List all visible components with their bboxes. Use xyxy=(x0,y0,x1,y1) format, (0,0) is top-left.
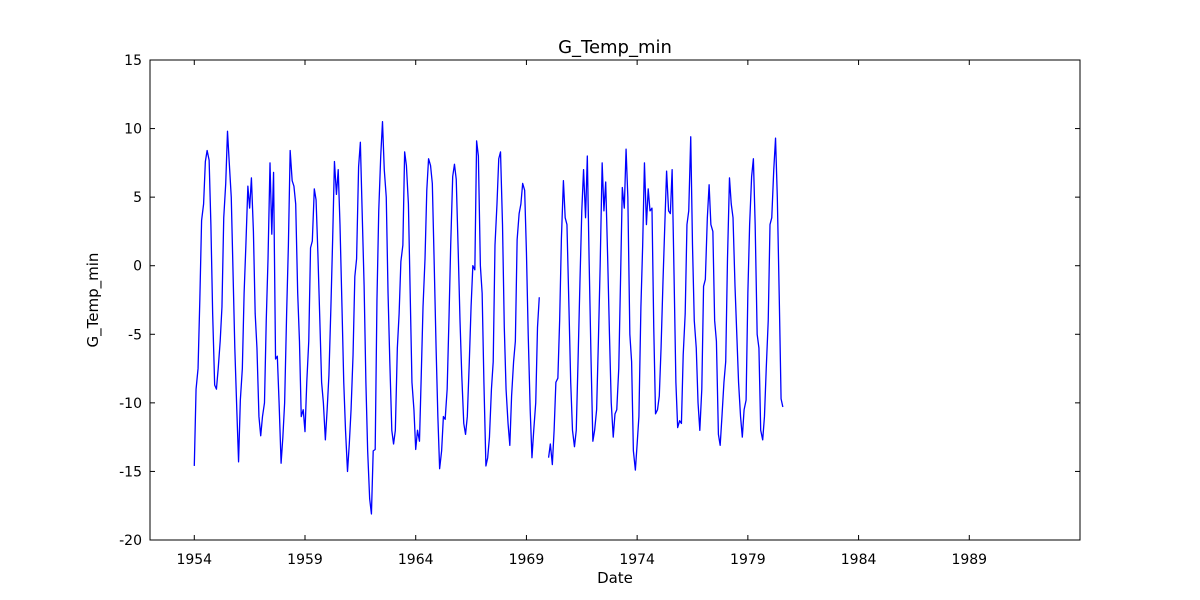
series-layer xyxy=(193,121,784,515)
x-axis-title: Date xyxy=(597,569,633,587)
y-tick-label: -5 xyxy=(128,327,142,343)
x-tick-label: 1969 xyxy=(509,552,545,568)
y-tick-label: 5 xyxy=(133,190,142,206)
y-axis-title: G_Temp_min xyxy=(84,253,103,348)
series-line-segment xyxy=(547,136,784,471)
x-axis: 1954 1959 1964 1969 1974 1979 1984 1989 xyxy=(176,60,987,568)
x-tick-label: 1984 xyxy=(841,552,877,568)
x-tick-label: 1989 xyxy=(951,552,987,568)
y-tick-label: 10 xyxy=(124,122,142,138)
x-tick-label: 1974 xyxy=(619,552,655,568)
y-tick-label: 15 xyxy=(124,53,142,69)
y-tick-label: -15 xyxy=(119,464,142,480)
y-tick-label: -20 xyxy=(119,533,142,549)
chart-title: G_Temp_min xyxy=(558,37,672,58)
plot-area xyxy=(149,59,1081,541)
y-axis: 15 10 5 0 -5 -10 -15 -20 xyxy=(119,53,1080,549)
x-tick-label: 1979 xyxy=(730,552,766,568)
y-tick-label: 0 xyxy=(133,259,142,275)
y-tick-label: -10 xyxy=(119,396,142,412)
x-tick-label: 1964 xyxy=(398,552,434,568)
x-tick-label: 1959 xyxy=(287,552,323,568)
series-line-segment xyxy=(193,121,540,515)
x-tick-label: 1954 xyxy=(176,552,212,568)
